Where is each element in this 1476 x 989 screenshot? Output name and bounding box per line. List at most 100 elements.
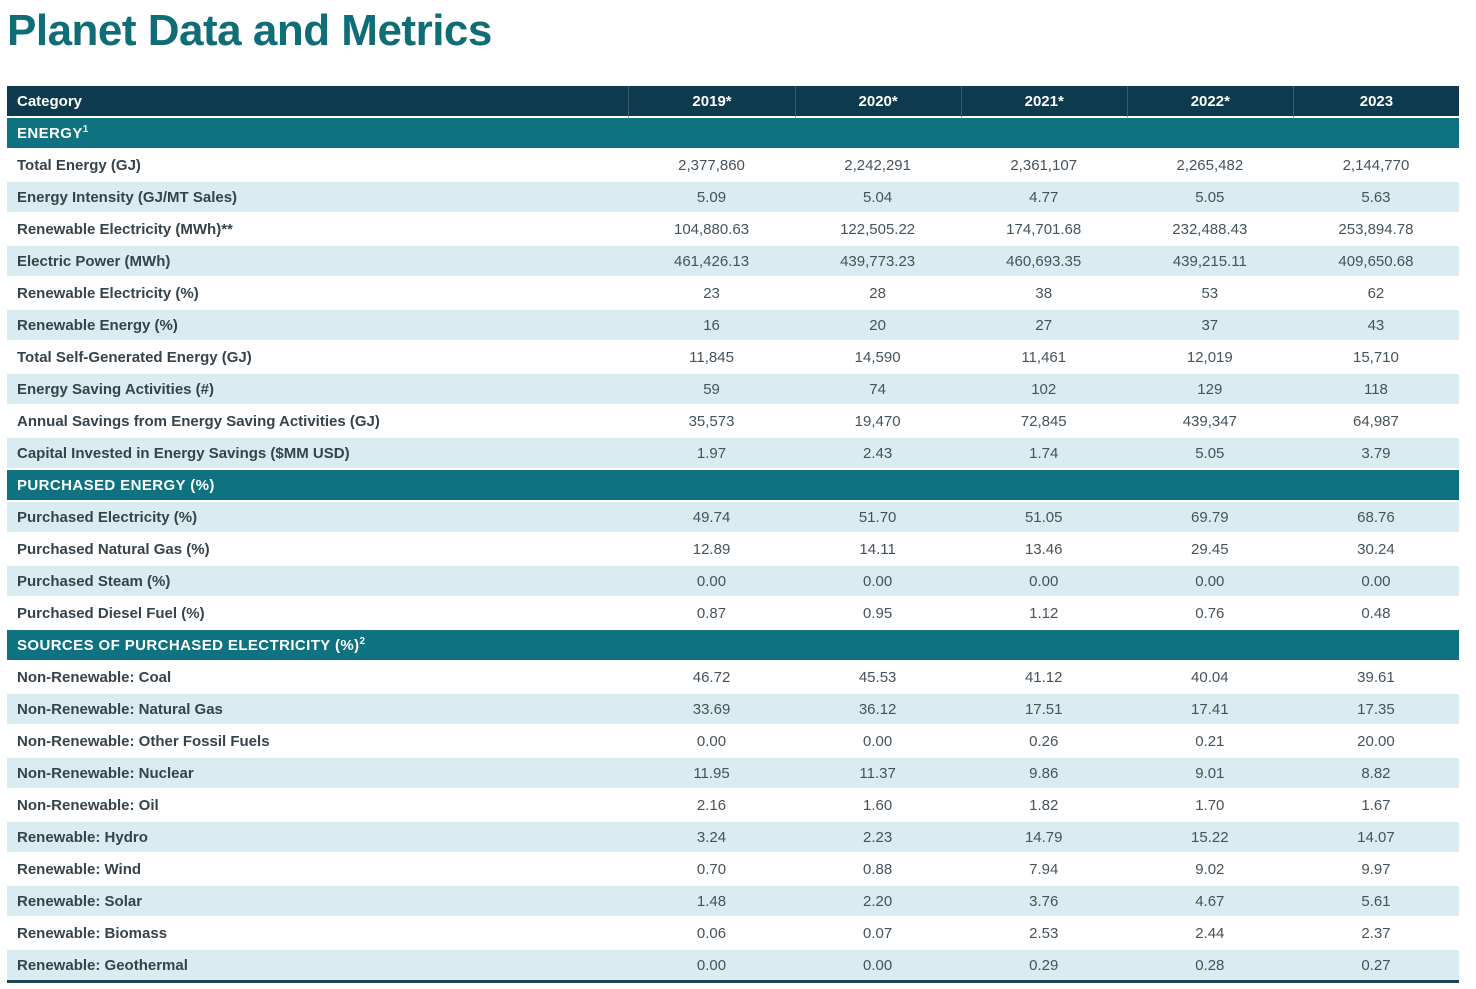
cell-value: 0.00 xyxy=(1126,566,1293,598)
page-title: Planet Data and Metrics xyxy=(7,6,492,55)
row-label: Renewable Energy (%) xyxy=(7,310,629,342)
table-row: Total Energy (GJ) 2,377,860 2,242,291 2,361… xyxy=(7,150,1459,182)
column-header-row: Category 2019* 2020* 2021* 2022* 2023 xyxy=(7,86,1459,118)
cell-value: 11,845 xyxy=(628,342,795,374)
cell-value: 232,488.43 xyxy=(1126,214,1293,246)
row-label: Energy Intensity (GJ/MT Sales) xyxy=(7,182,629,214)
cell-value: 14,590 xyxy=(794,342,961,374)
planet-metrics-table: Category 2019* 2020* 2021* 2022* 2023 EN… xyxy=(7,86,1459,983)
cell-value: 14.11 xyxy=(794,534,961,566)
cell-value: 460,693.35 xyxy=(960,246,1127,278)
cell-value: 104,880.63 xyxy=(628,214,795,246)
cell-value: 20.00 xyxy=(1292,726,1459,758)
cell-value: 72,845 xyxy=(960,406,1127,438)
cell-value: 51.70 xyxy=(794,502,961,534)
row-label: Renewable Electricity (%) xyxy=(7,278,629,310)
cell-value: 14.79 xyxy=(960,822,1127,854)
section-header-cell: ENERGY1 xyxy=(7,118,1459,150)
cell-value: 2,377,860 xyxy=(628,150,795,182)
cell-value: 14.07 xyxy=(1292,822,1459,854)
cell-value: 4.77 xyxy=(960,182,1127,214)
table-row: Non-Renewable: Natural Gas 33.69 36.12 17.5… xyxy=(7,694,1459,726)
cell-value: 2,361,107 xyxy=(960,150,1127,182)
cell-value: 9.02 xyxy=(1126,854,1293,886)
cell-value: 4.67 xyxy=(1126,886,1293,918)
section-header-footnote: 2 xyxy=(359,635,366,647)
cell-value: 5.61 xyxy=(1292,886,1459,918)
cell-value: 38 xyxy=(960,278,1127,310)
row-label: Annual Savings from Energy Saving Activi… xyxy=(7,406,629,438)
row-label: Renewable: Wind xyxy=(7,854,629,886)
cell-value: 129 xyxy=(1126,374,1293,406)
row-label: Non-Renewable: Coal xyxy=(7,662,629,694)
table-row: Renewable Electricity (%) 23 28 38 53 62 xyxy=(7,278,1459,310)
cell-value: 0.28 xyxy=(1126,950,1293,983)
cell-value: 1.12 xyxy=(960,598,1127,630)
cell-value: 68.76 xyxy=(1292,502,1459,534)
table-row: Renewable: Solar 1.48 2.20 3.76 4.67 5.61 xyxy=(7,886,1459,918)
cell-value: 9.86 xyxy=(960,758,1127,790)
cell-value: 2.44 xyxy=(1126,918,1293,950)
row-label: Non-Renewable: Natural Gas xyxy=(7,694,629,726)
cell-value: 36.12 xyxy=(794,694,961,726)
section-header-cell: PURCHASED ENERGY (%) xyxy=(7,470,1459,502)
table-row: Total Self-Generated Energy (GJ) 11,845 14… xyxy=(7,342,1459,374)
cell-value: 0.76 xyxy=(1126,598,1293,630)
row-label: Renewable Electricity (MWh)** xyxy=(7,214,629,246)
cell-value: 0.87 xyxy=(628,598,795,630)
row-label: Energy Saving Activities (#) xyxy=(7,374,629,406)
cell-value: 69.79 xyxy=(1126,502,1293,534)
cell-value: 0.00 xyxy=(1292,566,1459,598)
section-header-label: ENERGY xyxy=(17,124,83,142)
cell-value: 17.41 xyxy=(1126,694,1293,726)
row-label: Total Self-Generated Energy (GJ) xyxy=(7,342,629,374)
cell-value: 28 xyxy=(794,278,961,310)
column-header-2022: 2022* xyxy=(1126,86,1293,118)
table-row: Non-Renewable: Coal 46.72 45.53 41.12 40.04 3… xyxy=(7,662,1459,694)
cell-value: 51.05 xyxy=(960,502,1127,534)
cell-value: 11,461 xyxy=(960,342,1127,374)
column-header-2021: 2021* xyxy=(960,86,1127,118)
row-label: Capital Invested in Energy Savings ($MM … xyxy=(7,438,629,470)
cell-value: 2.20 xyxy=(794,886,961,918)
cell-value: 8.82 xyxy=(1292,758,1459,790)
cell-value: 35,573 xyxy=(628,406,795,438)
cell-value: 0.00 xyxy=(794,726,961,758)
table-row: Purchased Natural Gas (%) 12.89 14.11 13.46… xyxy=(7,534,1459,566)
cell-value: 41.12 xyxy=(960,662,1127,694)
cell-value: 0.70 xyxy=(628,854,795,886)
cell-value: 0.29 xyxy=(960,950,1127,983)
cell-value: 27 xyxy=(960,310,1127,342)
section-header-label: PURCHASED ENERGY (%) xyxy=(17,476,215,494)
row-label: Total Energy (GJ) xyxy=(7,150,629,182)
column-header-2019: 2019* xyxy=(628,86,795,118)
table-row: Capital Invested in Energy Savings ($MM … xyxy=(7,438,1459,470)
cell-value: 0.21 xyxy=(1126,726,1293,758)
row-label: Non-Renewable: Nuclear xyxy=(7,758,629,790)
table-body: ENERGY1 Total Energy (GJ) 2,377,860 2,242,2… xyxy=(7,118,1459,983)
section-header-row: ENERGY1 xyxy=(7,118,1459,150)
cell-value: 53 xyxy=(1126,278,1293,310)
cell-value: 1.70 xyxy=(1126,790,1293,822)
row-label: Renewable: Geothermal xyxy=(7,950,629,983)
cell-value: 1.97 xyxy=(628,438,795,470)
cell-value: 1.48 xyxy=(628,886,795,918)
cell-value: 174,701.68 xyxy=(960,214,1127,246)
cell-value: 30.24 xyxy=(1292,534,1459,566)
table-row: Renewable: Biomass 0.06 0.07 2.53 2.44 2.37 xyxy=(7,918,1459,950)
section-header-label: SOURCES OF PURCHASED ELECTRICITY (%) xyxy=(17,636,360,654)
cell-value: 102 xyxy=(960,374,1127,406)
cell-value: 439,215.11 xyxy=(1126,246,1293,278)
row-label: Non-Renewable: Other Fossil Fuels xyxy=(7,726,629,758)
table-row: Electric Power (MWh) 461,426.13 439,773.23… xyxy=(7,246,1459,278)
cell-value: 0.00 xyxy=(628,566,795,598)
table-row: Renewable: Geothermal 0.00 0.00 0.29 0.28 0.2… xyxy=(7,950,1459,983)
cell-value: 461,426.13 xyxy=(628,246,795,278)
cell-value: 253,894.78 xyxy=(1292,214,1459,246)
table-row: Renewable: Hydro 3.24 2.23 14.79 15.22 14.07 xyxy=(7,822,1459,854)
section-header-footnote: 1 xyxy=(82,123,89,135)
row-label: Renewable: Biomass xyxy=(7,918,629,950)
cell-value: 1.67 xyxy=(1292,790,1459,822)
cell-value: 1.60 xyxy=(794,790,961,822)
